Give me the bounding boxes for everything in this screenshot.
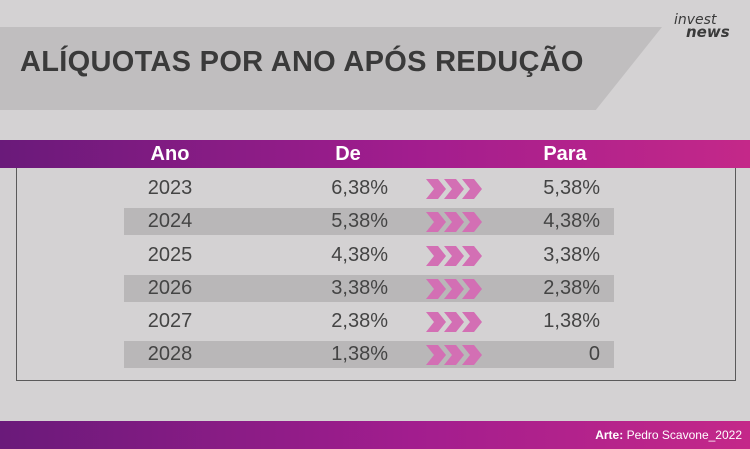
title-banner <box>0 27 662 110</box>
cell-para: 1,38% <box>543 310 600 332</box>
chevron-arrows-icon <box>426 345 482 365</box>
chevron-arrows-icon <box>426 212 482 232</box>
cell-para: 2,38% <box>543 277 600 299</box>
table-row: 2027 2,38% 1,38% <box>124 308 614 335</box>
chevron-arrows-icon <box>426 312 482 332</box>
cell-para: 0 <box>588 343 600 365</box>
cell-ano: 2028 <box>147 343 193 365</box>
header-ano: Ano <box>150 143 190 165</box>
logo-line-2: news <box>686 23 730 41</box>
cell-de: 5,38% <box>331 210 388 232</box>
cell-ano: 2023 <box>147 177 193 199</box>
cell-de: 3,38% <box>331 277 388 299</box>
investnews-logo: invest news <box>674 12 738 41</box>
logo-line-1: invest <box>674 12 717 28</box>
chevron-arrows-icon <box>426 246 482 266</box>
chevron-arrows-icon <box>426 179 482 199</box>
footer-bar: Arte: Pedro Scavone_2022 <box>0 421 750 449</box>
table-row: 2026 3,38% 2,38% <box>124 275 614 302</box>
header-de: De <box>335 143 361 165</box>
cell-ano: 2024 <box>147 210 193 232</box>
chevron-arrows-icon <box>426 279 482 299</box>
cell-de: 1,38% <box>331 343 388 365</box>
table-row: 2028 1,38% 0 <box>124 341 614 368</box>
cell-de: 6,38% <box>331 177 388 199</box>
table-row: 2025 4,38% 3,38% <box>124 242 614 269</box>
cell-para: 5,38% <box>543 177 600 199</box>
cell-ano: 2027 <box>147 310 193 332</box>
cell-para: 4,38% <box>543 210 600 232</box>
cell-para: 3,38% <box>543 244 600 266</box>
table-row: 2023 6,38% 5,38% <box>124 175 614 202</box>
table-row: 2024 5,38% 4,38% <box>124 208 614 235</box>
cell-de: 4,38% <box>331 244 388 266</box>
cell-ano: 2026 <box>147 277 193 299</box>
header-para: Para <box>543 143 587 165</box>
table-body <box>16 168 736 381</box>
cell-de: 2,38% <box>331 310 388 332</box>
table-header-bar: Ano De Para <box>0 140 750 168</box>
credit-label: Arte: <box>595 428 624 442</box>
page-title: ALÍQUOTAS POR ANO APÓS REDUÇÃO <box>20 46 584 78</box>
cell-ano: 2025 <box>147 244 193 266</box>
credit-author: Pedro Scavone_2022 <box>626 428 742 442</box>
credit-line: Arte: Pedro Scavone_2022 <box>595 421 742 449</box>
